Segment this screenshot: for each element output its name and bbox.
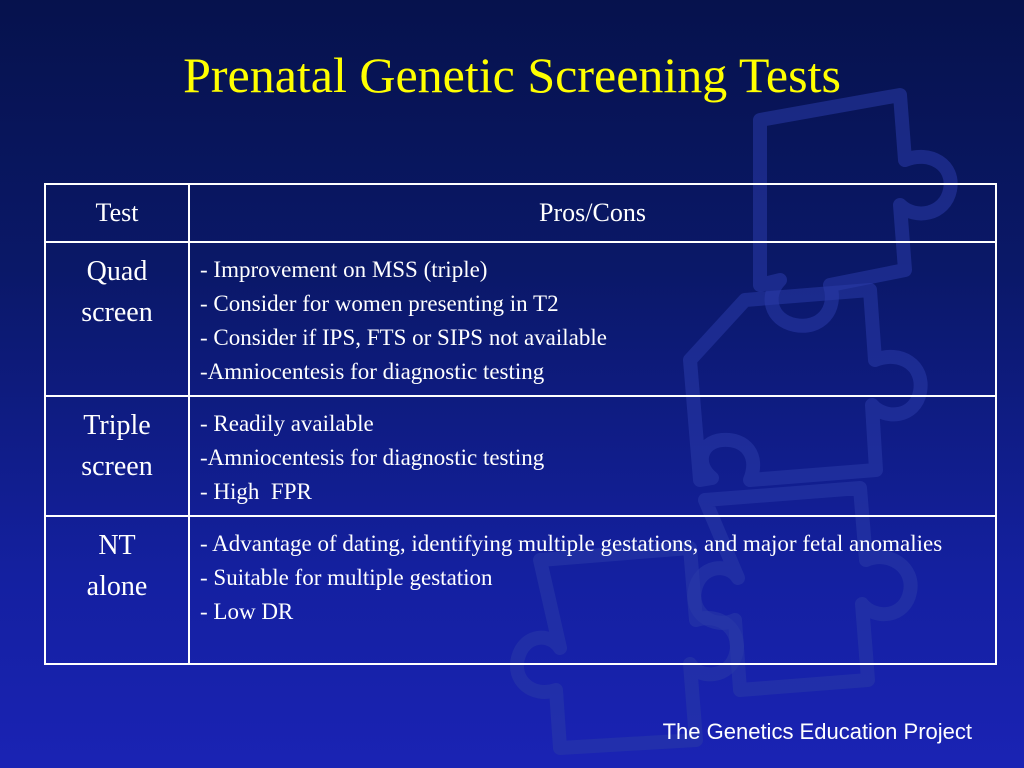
pros-cons-item: - Low DR xyxy=(200,599,294,624)
pros-cons-item: - Suitable for multiple gestation xyxy=(200,565,493,590)
test-name-line: Triple xyxy=(83,410,151,441)
table-row: Quad screen - Improvement on MSS (triple… xyxy=(44,241,997,397)
pros-cons-cell: - Advantage of dating, identifying multi… xyxy=(188,515,997,665)
slide-title: Prenatal Genetic Screening Tests xyxy=(183,47,841,103)
test-name-cell: NT alone xyxy=(44,515,190,665)
test-name-cell: Quad screen xyxy=(44,241,190,397)
pros-cons-item: -Amniocentesis for diagnostic testing xyxy=(200,445,545,470)
header-test: Test xyxy=(44,183,190,243)
footer-credit: The Genetics Education Project xyxy=(662,719,972,744)
pros-cons-item: - High FPR xyxy=(200,479,312,504)
pros-cons-item: - Consider for women presenting in T2 xyxy=(200,291,559,316)
pros-cons-cell: - Readily available -Amniocentesis for d… xyxy=(188,395,997,517)
pros-cons-item: - Improvement on MSS (triple) xyxy=(200,257,488,282)
header-pros-cons: Pros/Cons xyxy=(188,183,997,243)
test-name-cell: Triple screen xyxy=(44,395,190,517)
test-name-line: alone xyxy=(86,571,148,602)
table-row: NT alone - Advantage of dating, identify… xyxy=(44,515,997,665)
pros-cons-cell: - Improvement on MSS (triple) - Consider… xyxy=(188,241,997,397)
test-name-line: screen xyxy=(81,451,153,482)
pros-cons-item: - Advantage of dating, identifying multi… xyxy=(200,531,943,556)
test-name-line: screen xyxy=(81,297,153,328)
table-header-row: Test Pros/Cons xyxy=(44,183,997,243)
table-row: Triple screen - Readily available -Amnio… xyxy=(44,395,997,517)
pros-cons-item: - Readily available xyxy=(200,411,374,436)
screening-tests-table: Test Pros/Cons Quad screen - Improvement… xyxy=(44,183,997,665)
test-name-line: Quad xyxy=(86,256,148,287)
pros-cons-item: - Consider if IPS, FTS or SIPS not avail… xyxy=(200,325,607,350)
pros-cons-item: -Amniocentesis for diagnostic testing xyxy=(200,359,545,384)
test-name-line: NT xyxy=(98,530,136,561)
